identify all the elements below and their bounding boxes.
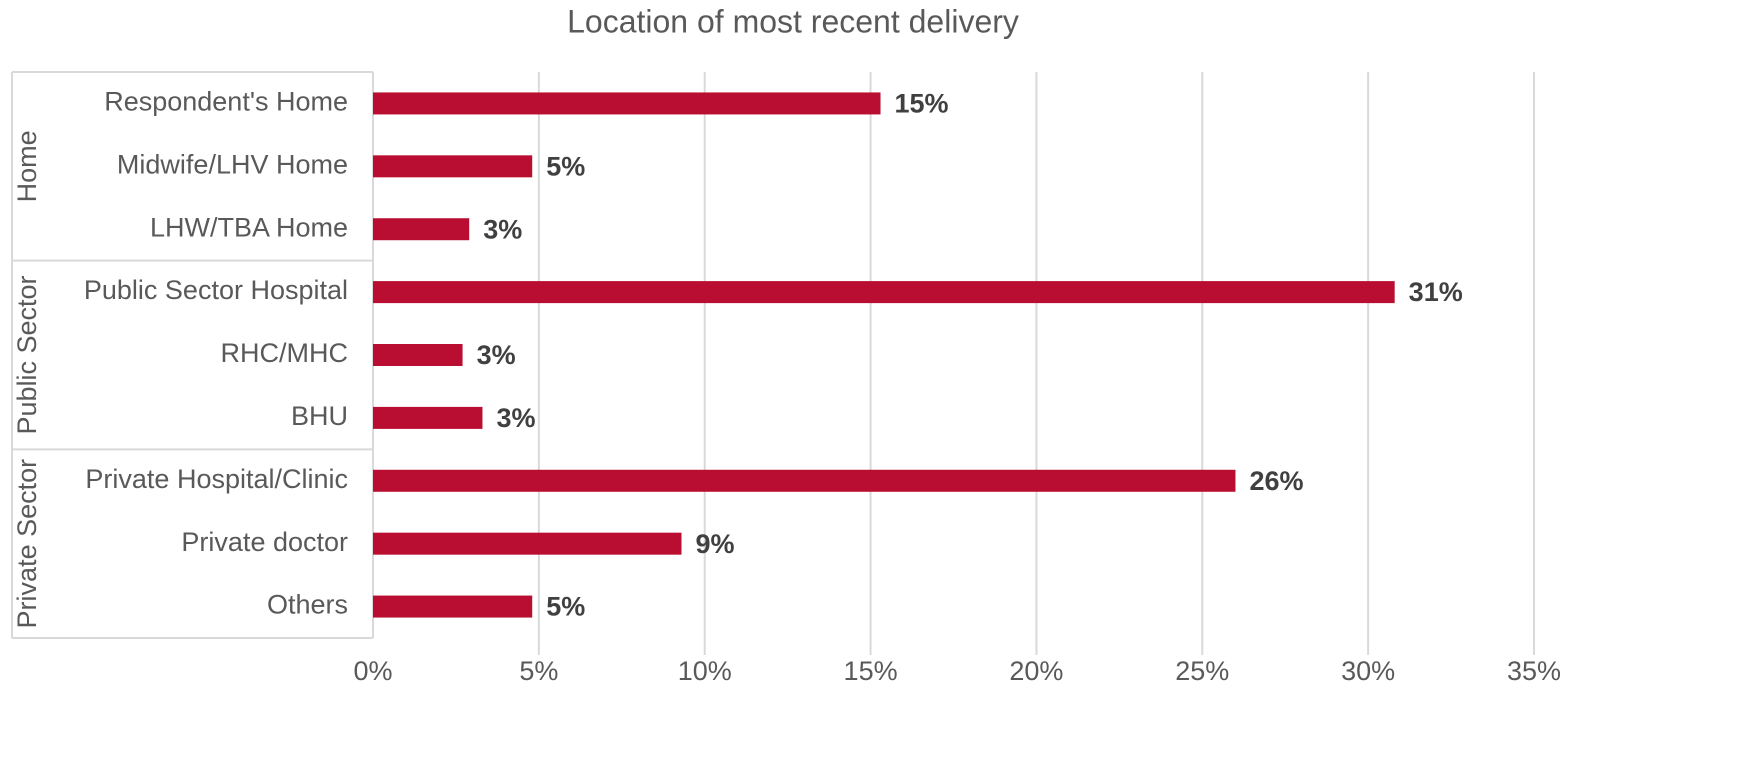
group-label: Home [12,130,42,202]
data-label: 15% [895,89,949,119]
group-label: Public Sector [12,275,42,434]
y-tick-label: BHU [291,401,348,431]
y-tick-label: Respondent's Home [104,87,348,117]
bar [373,92,881,115]
bar [373,469,1236,492]
x-tick-label: 25% [1175,656,1229,686]
data-label: 5% [546,151,585,181]
data-label: 26% [1249,466,1303,496]
bar [373,595,533,618]
y-tick-label: Public Sector Hospital [84,275,348,305]
x-tick-label: 30% [1341,656,1395,686]
data-label: 3% [496,403,535,433]
x-tick-label: 5% [519,656,558,686]
data-label: 31% [1409,277,1463,307]
bar [373,218,470,241]
chart-title: Location of most recent delivery [567,3,1019,39]
data-label: 3% [477,340,516,370]
y-tick-label: Others [267,590,348,620]
x-tick-label: 15% [844,656,898,686]
x-tick-label: 35% [1507,656,1561,686]
bar [373,155,533,178]
y-tick-label: Private Hospital/Clinic [85,464,348,494]
x-tick-label: 20% [1009,656,1063,686]
y-tick-label: Private doctor [181,527,348,557]
x-tick-label: 10% [678,656,732,686]
y-tick-label: LHW/TBA Home [150,212,348,242]
data-label: 5% [546,592,585,622]
bar [373,281,1395,304]
bar [373,532,682,555]
group-label: Private Sector [12,459,42,629]
x-tick-label: 0% [353,656,392,686]
y-tick-label: RHC/MHC [221,338,349,368]
bar [373,344,463,366]
bar [373,406,483,429]
data-label: 3% [483,214,522,244]
data-label: 9% [695,529,734,559]
y-tick-label: Midwife/LHV Home [117,149,348,179]
